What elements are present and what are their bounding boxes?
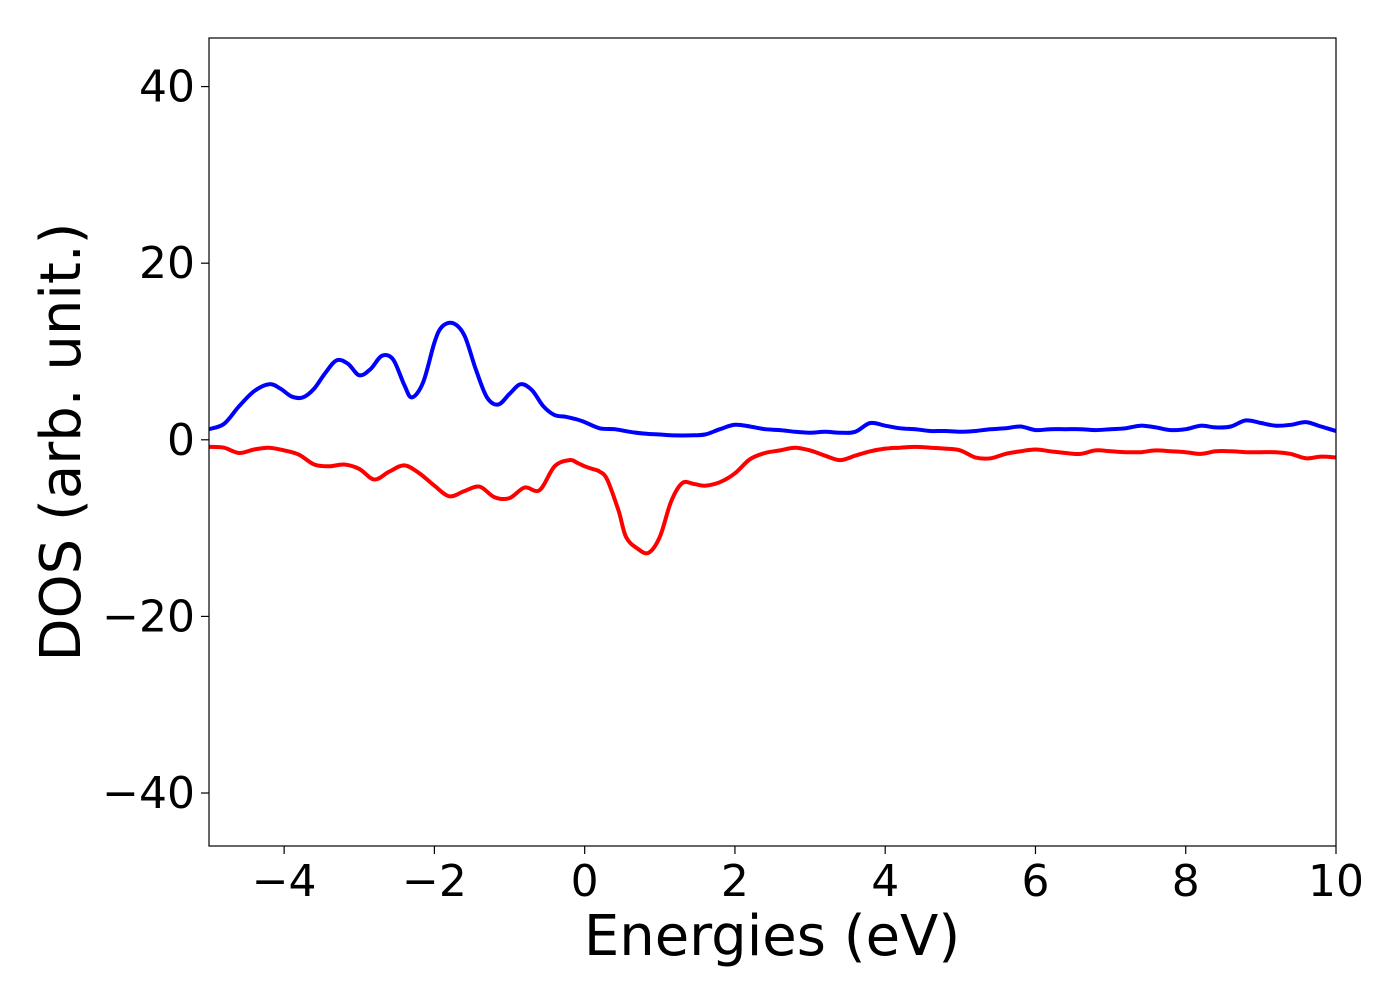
- x-tick-label: 2: [721, 856, 749, 907]
- y-axis-ticks: −40 −20 0 20 40: [102, 62, 209, 819]
- y-tick-label: 0: [167, 415, 195, 466]
- x-axis-title: Energies (eV): [584, 904, 960, 969]
- x-tick-label: 0: [571, 856, 599, 907]
- x-tick-label: 8: [1172, 856, 1200, 907]
- dos-series-line-1: [209, 320, 1336, 438]
- plot-frame: [208, 37, 1337, 847]
- x-tick-label: 4: [871, 856, 899, 907]
- y-tick-label: −20: [102, 591, 195, 642]
- y-axis-title: DOS (arb. unit.): [29, 222, 94, 661]
- x-axis-ticks: −4 −2 0 2 4 6 8 10: [252, 846, 1364, 907]
- x-tick-label: −4: [252, 856, 317, 907]
- x-tick-label: 10: [1308, 856, 1364, 907]
- y-tick-label: 20: [139, 238, 195, 289]
- x-tick-label: 6: [1021, 856, 1049, 907]
- y-tick-label: −40: [102, 768, 195, 819]
- y-tick-label: 40: [139, 62, 195, 113]
- series-layer: [209, 320, 1336, 556]
- x-tick-label: −2: [402, 856, 467, 907]
- dos-series-line-2: [209, 444, 1336, 556]
